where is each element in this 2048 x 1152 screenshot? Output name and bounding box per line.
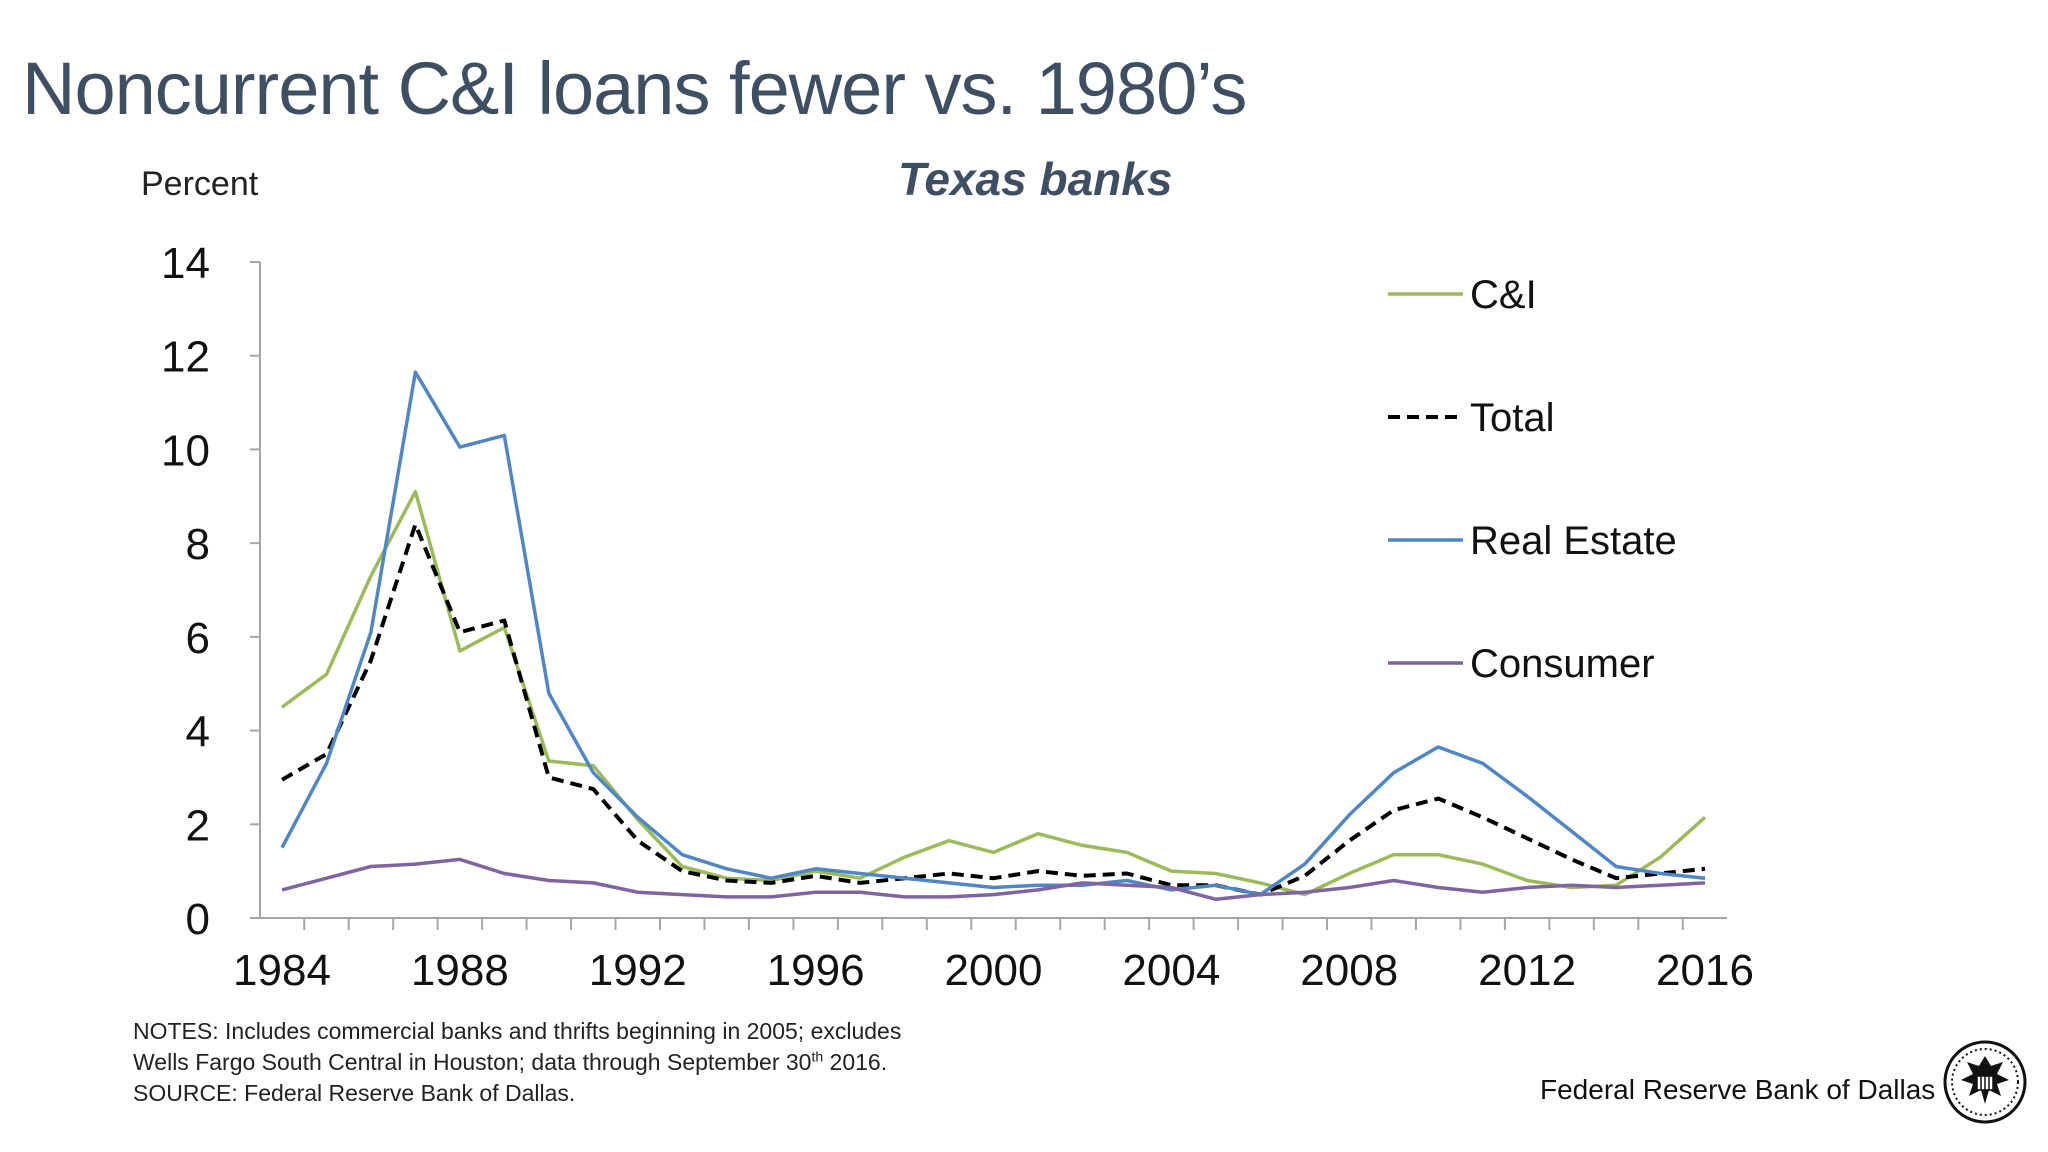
y-axis-label: Percent	[141, 165, 259, 203]
chart-notes: NOTES: Includes commercial banks and thr…	[133, 1016, 901, 1109]
y-tick-label: 12	[161, 333, 210, 382]
x-tick-label: 1984	[233, 946, 331, 995]
legend-label: Consumer	[1470, 642, 1655, 686]
series-line-real-estate	[280, 370, 1706, 897]
page-title: Noncurrent C&I loans fewer vs. 1980’s	[22, 47, 1247, 130]
federal-reserve-seal-icon	[1943, 1040, 2027, 1124]
y-tick-label: 6	[186, 614, 210, 663]
x-tick-label: 2004	[1122, 946, 1220, 995]
notes-source: SOURCE: Federal Reserve Bank of Dallas.	[133, 1080, 576, 1106]
x-tick-label: 1992	[589, 946, 687, 995]
y-tick-label: 0	[186, 895, 210, 944]
y-tick-label: 14	[161, 239, 210, 288]
legend-label: C&I	[1470, 273, 1537, 317]
chart-legend: C&I Total Real Estate Consumer	[1388, 273, 1677, 686]
chart-axes: 0 2 4 6 8 10 12 14 1984 1988 1992 1996 2000 2004 2008 2…	[161, 239, 1754, 995]
y-tick-label: 2	[186, 801, 210, 850]
footer-org-name: Federal Reserve Bank of Dallas	[1540, 1074, 1936, 1105]
y-tick-label: 10	[161, 426, 210, 475]
series-line-total	[280, 522, 1706, 897]
x-tick-label: 1988	[411, 946, 509, 995]
y-tick-label: 8	[186, 520, 210, 569]
x-tick-label: 2000	[945, 946, 1043, 995]
x-tick-label: 2012	[1478, 946, 1576, 995]
y-tick-label: 4	[186, 708, 210, 757]
notes-line-2: Wells Fargo South Central in Houston; da…	[133, 1048, 888, 1075]
x-tick-label: 1996	[767, 946, 865, 995]
x-tick-label: 2016	[1656, 946, 1754, 995]
chart-series	[280, 370, 1707, 902]
series-line-consumer	[281, 857, 1706, 902]
x-tick-label: 2008	[1300, 946, 1398, 995]
legend-label: Real Estate	[1470, 519, 1677, 563]
notes-line-1: NOTES: Includes commercial banks and thr…	[133, 1018, 902, 1044]
legend-label: Total	[1470, 396, 1555, 440]
chart-subtitle: Texas banks	[898, 153, 1173, 205]
